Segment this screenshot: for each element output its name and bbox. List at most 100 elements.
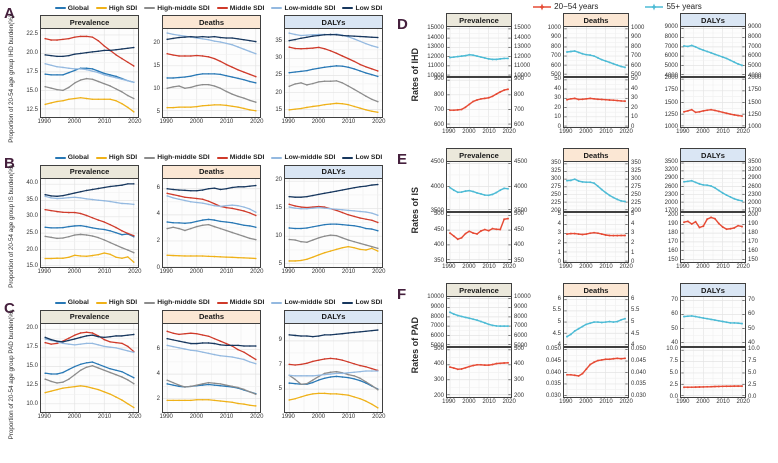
- y-tick-label: 2: [156, 395, 160, 402]
- y-tick-label: 0.035: [545, 381, 561, 388]
- y-tick-label: 2600: [664, 183, 678, 190]
- y-tick-label: 7000: [747, 43, 762, 50]
- chart-title: Deaths: [562, 148, 629, 161]
- panel-letter: D: [396, 16, 408, 33]
- x-tick-label: 2010: [482, 264, 496, 270]
- y-tick-label: 5: [278, 386, 282, 393]
- y-axis-label: Rates of IHD: [409, 13, 422, 137]
- legend-label: High-middle SDI: [157, 154, 210, 162]
- chart-canvas: [679, 212, 746, 263]
- y-tick-label: 60: [747, 311, 755, 318]
- y-axis-ticks: 0 10 20 30 40 50: [629, 75, 652, 130]
- legend-line-icon: [216, 156, 228, 159]
- y-tick-label: 40: [630, 85, 638, 92]
- y-tick-label: 200: [513, 392, 524, 399]
- y-tick-label: 40: [747, 340, 755, 347]
- y-tick-label: 500: [630, 72, 641, 79]
- y-tick-label: 11000: [427, 63, 444, 70]
- chart-title: Deaths: [162, 164, 261, 178]
- y-axis-ticks: 1700 2000 2300 2600 2900 3200 3500: [746, 159, 769, 214]
- x-tick-label: 1990: [442, 129, 456, 135]
- subplot-dalys: DALYs 5 7 9 1990 2000 2010 2020: [264, 309, 385, 439]
- subplot-prevalence: Prevalence 12.5 15.0 17.5 20.0 22.5 1990 2000 20…: [20, 15, 141, 143]
- y-tick-label: 2000: [664, 199, 678, 206]
- y-tick-label: 4.5: [552, 330, 561, 337]
- y-tick-label: 5000: [513, 342, 528, 349]
- y-tick-label: 4: [557, 220, 561, 227]
- y-tick-label: 700: [433, 106, 444, 113]
- y-tick-label: 50: [630, 75, 638, 82]
- y-tick-label: 25.0: [26, 230, 38, 237]
- y-axis-ticks: 4 4.5 5 5.5 6: [629, 296, 652, 349]
- y-tick-label: 180: [747, 229, 758, 236]
- legend-label: Low-middle SDI: [284, 4, 336, 12]
- chart-canvas: [40, 177, 139, 268]
- x-tick-label: 2010: [97, 413, 112, 420]
- legend-item: Middle SDI: [216, 299, 265, 307]
- y-tick-label: 20: [275, 177, 282, 184]
- legend-line-icon: [54, 156, 66, 159]
- y-tick-label: 4: [156, 211, 160, 218]
- legend-item: Global: [54, 154, 89, 161]
- y-tick-label: 6000: [747, 53, 762, 60]
- y-axis-label-text: Proportion of 20-54 age group IHD burden…: [7, 15, 15, 143]
- y-tick-label: 1000: [630, 24, 645, 31]
- x-axis-ticks: 1990 2000 2010 2020: [38, 268, 142, 277]
- y-tick-label: 1: [630, 249, 635, 256]
- y-axis-ticks: 12.5 15.0 17.5 20.0 22.5: [20, 28, 40, 118]
- x-axis-ticks: 1990 2000 2010 2020: [559, 263, 633, 272]
- legend-line-icon: [271, 6, 283, 10]
- y-tick-label: 17.5: [26, 344, 38, 351]
- subplot-prevalence: Prevalence 3500 4000 4500 3500 4000 4500 350 400…: [423, 148, 535, 272]
- legend-label: Middle SDI: [229, 4, 265, 12]
- y-axis-ticks: 4000 5000 6000 7000 8000 9000: [657, 24, 680, 78]
- x-axis-ticks: 1990 2000 2010 2020: [442, 263, 516, 272]
- x-tick-label: 2020: [619, 399, 633, 405]
- y-tick-label: 180: [667, 229, 678, 236]
- y-tick-label: 275: [630, 183, 641, 190]
- x-axis-ticks: 1990 2000 2010 2020: [160, 413, 264, 422]
- y-axis-ticks: 10.0 12.5 15.0 17.5 20.0: [20, 323, 40, 413]
- legend-label: High SDI: [108, 4, 138, 12]
- chart-canvas: [679, 347, 746, 398]
- y-axis-ticks: 0 2 4 6: [142, 178, 162, 271]
- x-axis-ticks: 1990 2000 2010 2020: [282, 268, 386, 277]
- y-tick-label: 15000: [513, 24, 531, 31]
- y-tick-label: 200: [550, 207, 561, 214]
- x-tick-label: 2000: [311, 413, 326, 420]
- legend-line-icon: [271, 301, 283, 304]
- legend-item: High-middle SDI: [144, 299, 210, 306]
- y-tick-label: 0: [557, 124, 561, 131]
- legend-item: Global: [54, 5, 89, 12]
- y-tick-label: 700: [513, 106, 524, 113]
- y-tick-label: 9000: [430, 304, 444, 311]
- x-tick-label: 1990: [281, 268, 295, 275]
- x-tick-label: 2020: [736, 399, 750, 405]
- y-tick-label: 3500: [430, 207, 444, 214]
- x-tick-label: 2010: [599, 129, 613, 135]
- y-tick-label: 900: [513, 76, 524, 83]
- y-tick-label: 6000: [430, 332, 444, 339]
- y-tick-label: 40: [671, 340, 678, 347]
- y-tick-label: 1250: [747, 111, 762, 118]
- chart-canvas: [562, 26, 629, 77]
- y-tick-label: 40.0: [26, 180, 38, 187]
- y-tick-label: 2: [557, 239, 561, 246]
- y-tick-label: 15: [275, 107, 282, 114]
- y-axis-ticks: 350 400 450 500: [512, 211, 535, 263]
- legend-line-icon: [216, 6, 228, 10]
- chart-canvas: [562, 161, 629, 212]
- y-tick-label: 10.0: [666, 346, 678, 353]
- chart-canvas: [445, 26, 512, 77]
- x-axis-ticks: 1990 2000 2010 2020: [559, 128, 633, 137]
- y-tick-label: 2900: [747, 175, 762, 182]
- y-tick-label: 250: [550, 191, 561, 198]
- y-tick-label: 10000: [427, 73, 444, 80]
- subplot-deaths: Deaths 5 10 15 20 1990 2000 2010 2020: [142, 15, 263, 143]
- y-tick-label: 50: [747, 325, 755, 332]
- legend-line-icon: [54, 6, 66, 10]
- legend-label: Low SDI: [355, 154, 383, 162]
- legend-label: Middle SDI: [229, 299, 265, 307]
- y-tick-label: 20: [554, 104, 561, 111]
- y-tick-label: 2: [630, 239, 635, 246]
